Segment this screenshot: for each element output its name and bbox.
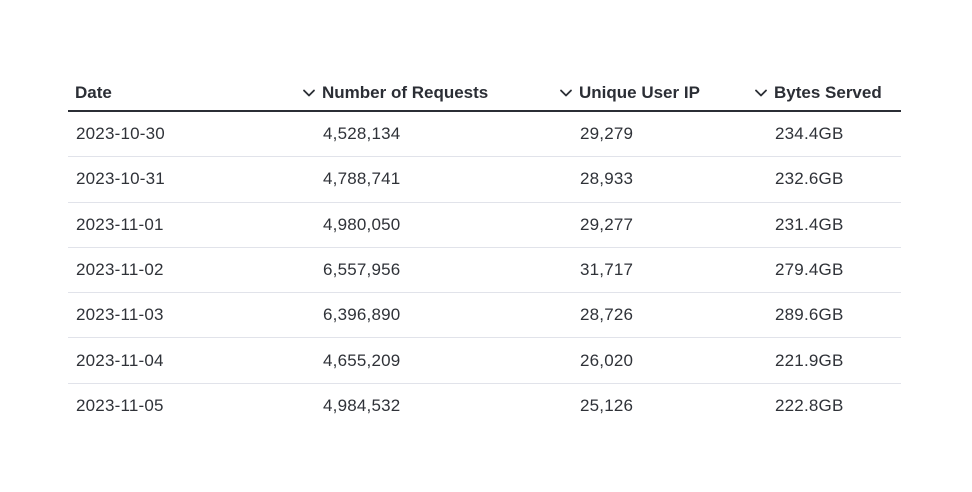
cell-unique-ip: 29,279 — [580, 124, 634, 144]
cell-date: 2023-10-30 — [76, 124, 165, 144]
cell-bytes-served: 231.4GB — [775, 214, 844, 234]
chevron-down-icon[interactable] — [300, 84, 318, 102]
cell-date: 2023-11-05 — [76, 396, 164, 416]
data-table: Date Number of Requests Unique User IP B… — [68, 76, 901, 429]
table-row: 2023-11-01 4,980,050 29,277 231.4GB — [68, 203, 901, 248]
table-body: 2023-10-30 4,528,134 29,279 234.4GB 2023… — [68, 112, 901, 429]
table-row: 2023-11-02 6,557,956 31,717 279.4GB — [68, 248, 901, 294]
table-header: Date Number of Requests Unique User IP B… — [68, 76, 901, 112]
cell-date: 2023-11-03 — [76, 305, 164, 325]
cell-requests: 4,984,532 — [323, 396, 401, 416]
column-header-bytes-served[interactable]: Bytes Served — [772, 75, 901, 111]
column-header-label: Number of Requests — [322, 83, 489, 102]
cell-bytes-served: 222.8GB — [775, 396, 844, 416]
table-row: 2023-11-05 4,984,532 25,126 222.8GB — [68, 384, 901, 429]
table-row: 2023-11-04 4,655,209 26,020 221.9GB — [68, 338, 901, 384]
cell-date: 2023-11-02 — [76, 260, 164, 280]
cell-requests: 4,655,209 — [323, 350, 401, 370]
table-row: 2023-11-03 6,396,890 28,726 289.6GB — [68, 293, 901, 339]
chevron-down-icon[interactable] — [557, 84, 575, 102]
table-row: 2023-10-30 4,528,134 29,279 234.4GB — [68, 112, 901, 158]
cell-unique-ip: 26,020 — [580, 350, 634, 370]
cell-date: 2023-11-01 — [76, 214, 164, 234]
cell-date: 2023-10-31 — [76, 169, 165, 189]
cell-requests: 4,980,050 — [323, 214, 401, 234]
cell-unique-ip: 29,277 — [580, 214, 634, 234]
column-header-requests[interactable]: Number of Requests — [320, 75, 577, 111]
cell-bytes-served: 221.9GB — [775, 350, 844, 370]
column-header-label: Date — [75, 83, 112, 102]
cell-unique-ip: 31,717 — [580, 260, 634, 280]
cell-bytes-served: 234.4GB — [775, 124, 844, 144]
cell-unique-ip: 25,126 — [580, 396, 634, 416]
cell-unique-ip: 28,726 — [580, 305, 634, 325]
cell-requests: 4,788,741 — [323, 169, 401, 189]
column-header-unique-ip[interactable]: Unique User IP — [577, 75, 772, 111]
cell-requests: 4,528,134 — [323, 124, 401, 144]
chevron-down-icon[interactable] — [752, 84, 770, 102]
cell-requests: 6,396,890 — [323, 305, 401, 325]
column-header-date[interactable]: Date — [68, 75, 320, 111]
cell-bytes-served: 232.6GB — [775, 169, 844, 189]
cell-bytes-served: 289.6GB — [775, 305, 844, 325]
cell-requests: 6,557,956 — [323, 260, 401, 280]
cell-unique-ip: 28,933 — [580, 169, 634, 189]
column-header-label: Unique User IP — [579, 83, 700, 102]
cell-bytes-served: 279.4GB — [775, 260, 844, 280]
table-row: 2023-10-31 4,788,741 28,933 232.6GB — [68, 157, 901, 203]
cell-date: 2023-11-04 — [76, 350, 164, 370]
column-header-label: Bytes Served — [774, 83, 882, 102]
